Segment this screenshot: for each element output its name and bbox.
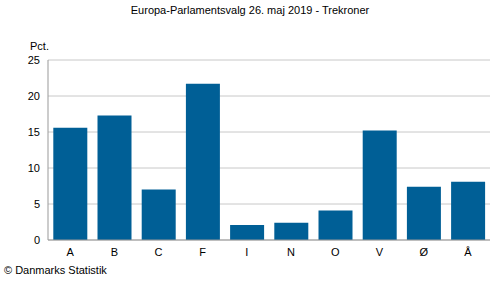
svg-text:Ø: Ø: [419, 246, 428, 258]
html-text:© Danmarks Statistik: © Danmarks Statistik: [4, 264, 107, 276]
svg-text:F: F: [199, 246, 206, 258]
svg-text:15: 15: [28, 126, 40, 138]
html-text:Pct.: Pct.: [30, 40, 49, 52]
svg-text:20: 20: [28, 90, 40, 102]
svg-text:25: 25: [28, 54, 40, 66]
svg-text:Å: Å: [464, 246, 472, 258]
html-text:Europa-Parlamentsvalg 26. maj: Europa-Parlamentsvalg 26. maj 2019 - Tre…: [130, 4, 370, 16]
svg-text:O: O: [331, 246, 340, 258]
svg-text:10: 10: [28, 162, 40, 174]
svg-text:0: 0: [34, 234, 40, 246]
svg-text:B: B: [111, 246, 118, 258]
svg-text:A: A: [66, 246, 74, 258]
svg-text:5: 5: [34, 198, 40, 210]
svg-text:C: C: [155, 246, 163, 258]
svg-text:V: V: [376, 246, 384, 258]
svg-text:I: I: [245, 246, 248, 258]
svg-text:N: N: [287, 246, 295, 258]
